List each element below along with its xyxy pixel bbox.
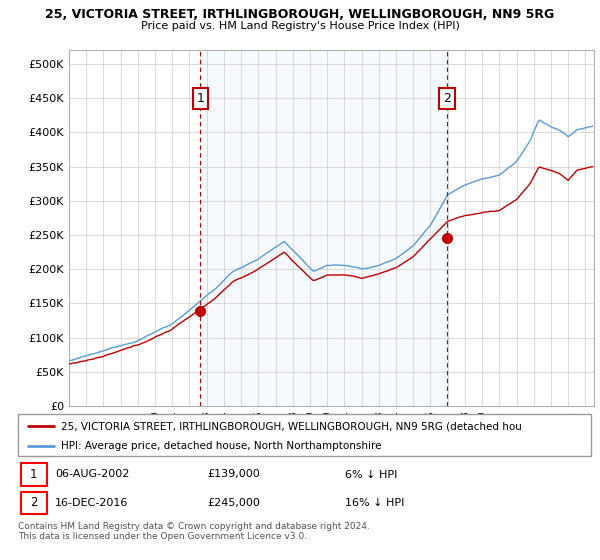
Text: 25, VICTORIA STREET, IRTHLINGBOROUGH, WELLINGBOROUGH, NN9 5RG: 25, VICTORIA STREET, IRTHLINGBOROUGH, WE… (46, 8, 554, 21)
Text: 1: 1 (30, 468, 37, 481)
Text: Contains HM Land Registry data © Crown copyright and database right 2024.
This d: Contains HM Land Registry data © Crown c… (18, 522, 370, 542)
Text: 25, VICTORIA STREET, IRTHLINGBOROUGH, WELLINGBOROUGH, NN9 5RG (detached hou: 25, VICTORIA STREET, IRTHLINGBOROUGH, WE… (61, 421, 522, 431)
Text: £245,000: £245,000 (207, 498, 260, 508)
Text: 2: 2 (30, 496, 37, 509)
Text: 2: 2 (443, 92, 451, 105)
Bar (21, 492, 47, 514)
Bar (21, 463, 47, 486)
Text: 06-AUG-2002: 06-AUG-2002 (55, 469, 130, 479)
Bar (200, 50, 447, 406)
Text: 16-DEC-2016: 16-DEC-2016 (55, 498, 128, 508)
Text: 1: 1 (196, 92, 204, 105)
Text: 6% ↓ HPI: 6% ↓ HPI (344, 469, 397, 479)
Text: HPI: Average price, detached house, North Northamptonshire: HPI: Average price, detached house, Nort… (61, 441, 382, 451)
Text: Price paid vs. HM Land Registry's House Price Index (HPI): Price paid vs. HM Land Registry's House … (140, 21, 460, 31)
Text: 16% ↓ HPI: 16% ↓ HPI (344, 498, 404, 508)
FancyBboxPatch shape (18, 414, 591, 456)
Text: £139,000: £139,000 (207, 469, 260, 479)
